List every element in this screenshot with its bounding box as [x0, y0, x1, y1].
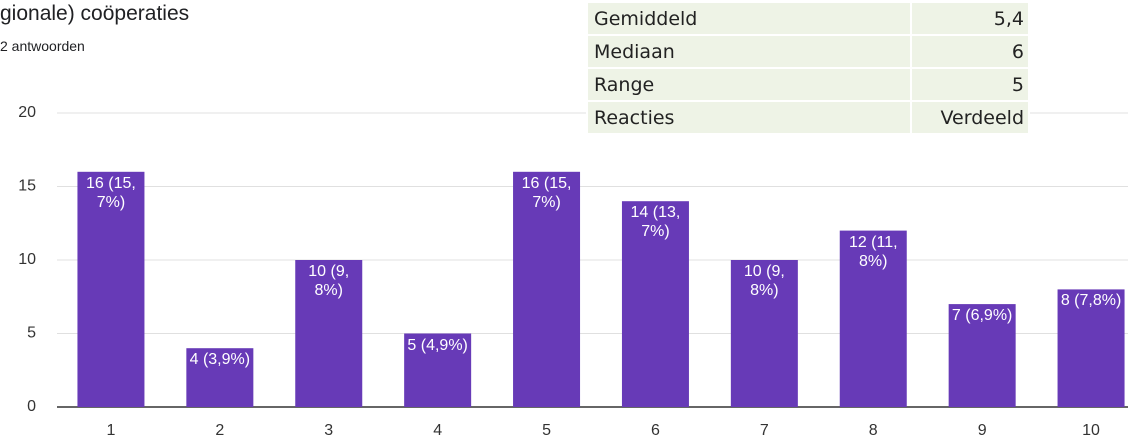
x-tick-label: 2 — [215, 422, 224, 439]
bar — [77, 171, 145, 407]
value-label: 8 (7,8%) — [1060, 292, 1122, 310]
y-tick-label: 0 — [27, 398, 36, 415]
bar — [186, 348, 254, 407]
value-label: 12 (11,8%) — [848, 233, 898, 270]
x-tick-label: 5 — [542, 422, 551, 439]
stats-row: Gemiddeld 5,4 — [586, 1, 1030, 36]
stat-label: Gemiddeld — [586, 1, 912, 36]
stat-value: Verdeeld — [910, 100, 1030, 135]
value-label: 5 (4,9%) — [407, 336, 468, 354]
x-tick-label: 4 — [433, 422, 442, 439]
value-label: 16 (15,7%) — [521, 174, 572, 211]
x-tick-label: 9 — [978, 422, 987, 439]
x-tick-label: 1 — [106, 422, 115, 439]
value-label: 4 (3,9%) — [189, 351, 251, 369]
y-tick-label: 20 — [18, 104, 36, 121]
bar — [948, 304, 1016, 407]
x-tick-label: 3 — [324, 422, 333, 439]
value-label: 14 (13,7%) — [630, 204, 681, 241]
stat-value: 5 — [910, 67, 1030, 102]
subtitle: 2 antwoorden — [0, 38, 85, 54]
value-label: 16 (15,7%) — [86, 174, 136, 211]
value-label: 7 (6,9%) — [951, 307, 1013, 325]
stat-label: Mediaan — [586, 34, 912, 69]
stat-label: Range — [586, 67, 912, 102]
value-label-box: 10 (9,8%) — [743, 263, 785, 299]
y-tick-label: 10 — [18, 251, 36, 268]
value-label: 10 (9,8%) — [743, 263, 785, 299]
value-label-box: 8 (7,8%) — [1060, 292, 1122, 310]
bar — [295, 260, 363, 407]
x-tick-label: 6 — [651, 422, 660, 439]
stats-row: Range 5 — [586, 67, 1030, 102]
value-label-box: 7 (6,9%) — [951, 307, 1013, 325]
x-tick-label: 10 — [1082, 422, 1100, 439]
bar — [621, 201, 689, 407]
bar — [513, 171, 581, 407]
value-label-box: 12 (11,8%) — [848, 233, 898, 270]
value-label-box: 14 (13,7%) — [630, 204, 681, 241]
title: gionale) coöperaties — [0, 2, 190, 25]
stats-table: Gemiddeld 5,4 Mediaan 6 Range 5 Reacties Verdee… — [586, 1, 1030, 135]
value-label-box: 5 (4,9%) — [407, 336, 468, 354]
x-tick-label: 8 — [869, 422, 878, 439]
value-label: 10 (9,8%) — [308, 263, 350, 299]
y-tick-label: 15 — [18, 178, 36, 195]
stat-value: 5,4 — [910, 1, 1030, 36]
value-label-box: 10 (9,8%) — [308, 263, 350, 299]
bar — [839, 230, 907, 407]
bar — [404, 333, 472, 407]
stats-row: Mediaan 6 — [586, 34, 1030, 69]
y-tick-label: 5 — [27, 325, 36, 342]
value-label-box: 16 (15,7%) — [521, 174, 572, 211]
stat-value: 6 — [910, 34, 1030, 69]
x-tick-label: 7 — [760, 422, 769, 439]
bar — [730, 260, 798, 407]
bar — [1057, 289, 1125, 407]
stat-label: Reacties — [586, 100, 912, 135]
value-label-box: 4 (3,9%) — [189, 351, 251, 369]
value-label-box: 16 (15,7%) — [86, 174, 136, 211]
stats-row: Reacties Verdeeld — [586, 100, 1030, 135]
